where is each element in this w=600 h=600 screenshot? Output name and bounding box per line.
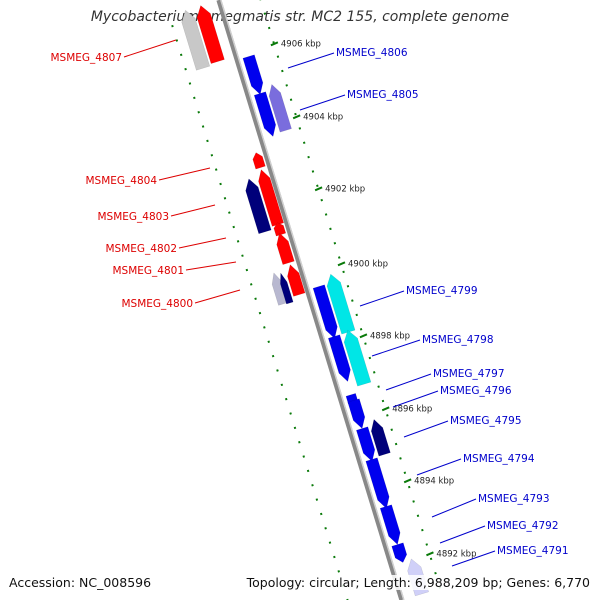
leader-line <box>194 289 241 304</box>
gene-MSMEG_4793[interactable] <box>365 457 390 509</box>
scale-tick <box>292 114 301 120</box>
gene-arrow-small-red[interactable] <box>252 152 266 170</box>
gene-MSMEG_4806[interactable] <box>242 54 264 95</box>
leader-line <box>385 373 432 391</box>
genome-backbone-highlight <box>220 0 405 600</box>
scale-tick <box>337 261 346 267</box>
leader-line <box>451 550 496 567</box>
gene-label-MSMEG_4802[interactable]: MSMEG_4802 <box>105 243 177 255</box>
scale-label: 4894 kbp <box>414 476 454 486</box>
gene-label-MSMEG_4803[interactable]: MSMEG_4803 <box>97 211 169 223</box>
gene-label-MSMEG_4793[interactable]: MSMEG_4793 <box>478 493 550 505</box>
gene-MSMEG_4794[interactable] <box>356 426 376 462</box>
gene-label-MSMEG_4805[interactable]: MSMEG_4805 <box>347 89 419 101</box>
gene-label-MSMEG_4797[interactable]: MSMEG_4797 <box>433 368 505 380</box>
gene-small-red-2[interactable] <box>273 222 287 237</box>
gene-label-MSMEG_4807[interactable]: MSMEG_4807 <box>50 52 122 64</box>
gene-MSMEG_4798[interactable] <box>327 334 351 382</box>
gene-MSMEG_4803[interactable] <box>258 169 285 227</box>
leader-line <box>439 525 486 544</box>
scale-label: 4904 kbp <box>303 112 343 122</box>
genome-summary-text: Topology: circular; Length: 6,988,209 bp… <box>245 575 591 590</box>
gene-MSMEG_4791[interactable] <box>391 542 408 563</box>
scale-label: 4902 kbp <box>325 184 365 194</box>
scale-label: 4896 kbp <box>392 404 432 414</box>
leader-line <box>416 458 462 476</box>
leader-line <box>287 52 335 69</box>
gene-MSMEG_4792[interactable] <box>379 504 401 545</box>
gene-MSMEG_4805-light[interactable] <box>268 83 292 133</box>
gene-MSMEG_4796[interactable] <box>347 398 366 429</box>
gene-label-MSMEG_4795[interactable]: MSMEG_4795 <box>450 415 522 427</box>
scale-tick <box>403 478 412 484</box>
gene-label-MSMEG_4799[interactable]: MSMEG_4799 <box>406 285 478 297</box>
scale-label: 4898 kbp <box>370 331 410 341</box>
gene-MSMEG_4800[interactable] <box>280 272 294 305</box>
leader-line <box>299 94 346 111</box>
leader-line <box>185 261 237 271</box>
scale-label: 4892 kbp <box>436 549 476 559</box>
leader-line <box>403 420 449 438</box>
leader-line <box>178 237 227 249</box>
leader-line <box>123 39 177 58</box>
gene-label-MSMEG_4796[interactable]: MSMEG_4796 <box>440 385 512 397</box>
gene-MSMEG_4807-gray[interactable] <box>181 9 211 71</box>
scale-label: 4900 kbp <box>348 259 388 269</box>
leader-line <box>359 290 405 307</box>
genome-backbone <box>216 0 405 600</box>
gene-MSMEG_4798-cyan[interactable] <box>343 329 372 387</box>
leader-line <box>158 167 211 181</box>
leader-line <box>371 339 421 357</box>
gene-MSMEG_4799[interactable] <box>312 284 338 339</box>
accession-text: Accession: NC_008596 <box>9 575 152 590</box>
gene-label-MSMEG_4794[interactable]: MSMEG_4794 <box>463 453 535 465</box>
scale-tick <box>359 333 368 339</box>
gene-MSMEG_4807[interactable] <box>196 5 225 64</box>
leader-line <box>431 498 477 518</box>
gene-MSMEG_4804[interactable] <box>245 178 272 235</box>
scale-tick <box>314 186 323 192</box>
gene-label-MSMEG_4798[interactable]: MSMEG_4798 <box>422 334 494 346</box>
gene-label-MSMEG_4804[interactable]: MSMEG_4804 <box>85 175 157 187</box>
scale-tick <box>426 551 434 557</box>
gene-label-MSMEG_4806[interactable]: MSMEG_4806 <box>336 47 408 59</box>
scale-tick <box>381 406 390 412</box>
gene-MSMEG_4802[interactable] <box>276 232 295 265</box>
gene-label-MSMEG_4792[interactable]: MSMEG_4792 <box>487 520 559 532</box>
leader-line <box>170 204 216 217</box>
gene-MSMEG_4805[interactable] <box>253 91 276 137</box>
scale-tick <box>270 41 279 47</box>
scale-label: 4906 kbp <box>281 39 321 49</box>
gene-MSMEG_4799-cyan[interactable] <box>326 273 356 335</box>
gene-label-MSMEG_4801[interactable]: MSMEG_4801 <box>112 265 184 277</box>
gene-label-MSMEG_4791[interactable]: MSMEG_4791 <box>497 545 569 557</box>
gene-MSMEG_4795[interactable] <box>371 418 391 457</box>
gene-MSMEG_4801[interactable] <box>287 264 306 297</box>
gene-label-MSMEG_4800[interactable]: MSMEG_4800 <box>121 298 193 310</box>
leader-line <box>392 390 439 408</box>
